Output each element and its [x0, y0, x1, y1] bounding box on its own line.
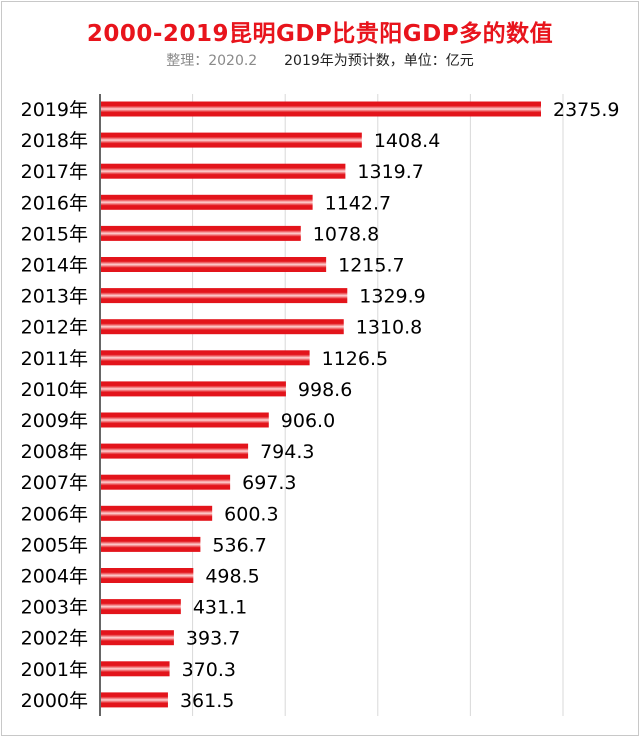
- value-label: 431.1: [193, 597, 247, 619]
- bar: [101, 443, 249, 459]
- value-label: 794.3: [260, 441, 314, 463]
- value-label: 393.7: [186, 628, 240, 650]
- value-label: 1126.5: [322, 348, 388, 370]
- value-label: 600.3: [224, 503, 278, 525]
- category-label: 2015年: [21, 223, 88, 245]
- value-label: 906.0: [281, 410, 335, 432]
- chart-subtitle: 整理：2020.2 2019年为预计数，单位：亿元: [0, 50, 640, 70]
- category-label: 2002年: [21, 628, 88, 650]
- bar: [101, 661, 170, 677]
- category-label: 2000年: [21, 690, 88, 712]
- value-label: 1329.9: [359, 286, 425, 308]
- category-label: 2010年: [21, 379, 88, 401]
- category-label: 2003年: [21, 597, 88, 619]
- bar: [101, 132, 362, 148]
- bar: [101, 288, 348, 304]
- unit-note: 2019年为预计数，单位：亿元: [284, 53, 474, 69]
- category-label: 2017年: [21, 161, 88, 183]
- bar: [101, 381, 286, 397]
- value-label: 370.3: [182, 659, 236, 681]
- bar: [101, 101, 541, 117]
- value-label: 998.6: [298, 379, 352, 401]
- bar: [101, 474, 231, 490]
- bar: [101, 692, 168, 708]
- value-label: 1142.7: [325, 192, 391, 214]
- category-label: 2019年: [21, 99, 88, 121]
- value-label: 1215.7: [338, 255, 404, 277]
- bar: [101, 599, 181, 615]
- bar: [101, 319, 344, 335]
- category-label: 2007年: [21, 472, 88, 494]
- value-label: 1078.8: [313, 223, 379, 245]
- category-label: 2011年: [21, 348, 88, 370]
- category-label: 2005年: [21, 534, 88, 556]
- value-label: 1408.4: [374, 130, 440, 152]
- category-label: 2012年: [21, 317, 88, 339]
- category-label: 2016年: [21, 192, 88, 214]
- bar: [101, 412, 269, 428]
- value-label: 697.3: [242, 472, 296, 494]
- category-label: 2008年: [21, 441, 88, 463]
- category-label: 2009年: [21, 410, 88, 432]
- bar: [101, 163, 346, 179]
- category-label: 2013年: [21, 286, 88, 308]
- value-label: 1319.7: [357, 161, 423, 183]
- category-label: 2014年: [21, 255, 88, 277]
- value-label: 361.5: [180, 690, 234, 712]
- category-label: 2004年: [21, 566, 88, 588]
- category-label: 2001年: [21, 659, 88, 681]
- category-label: 2006年: [21, 503, 88, 525]
- chart-title: 2000-2019昆明GDP比贵阳GDP多的数值: [86, 21, 554, 47]
- bar: [101, 505, 213, 521]
- value-label: 2375.9: [553, 99, 619, 121]
- bar: [101, 630, 174, 646]
- bar: [101, 257, 327, 272]
- bar: [101, 194, 313, 210]
- bar: [101, 225, 301, 241]
- bar: [101, 350, 310, 366]
- compiled-date: 整理：2020.2: [166, 53, 258, 69]
- value-label: 498.5: [205, 566, 259, 588]
- bar: [101, 536, 201, 552]
- value-label: 1310.8: [356, 317, 422, 339]
- bar: [101, 568, 194, 583]
- category-label: 2018年: [21, 130, 88, 152]
- value-label: 536.7: [212, 534, 266, 556]
